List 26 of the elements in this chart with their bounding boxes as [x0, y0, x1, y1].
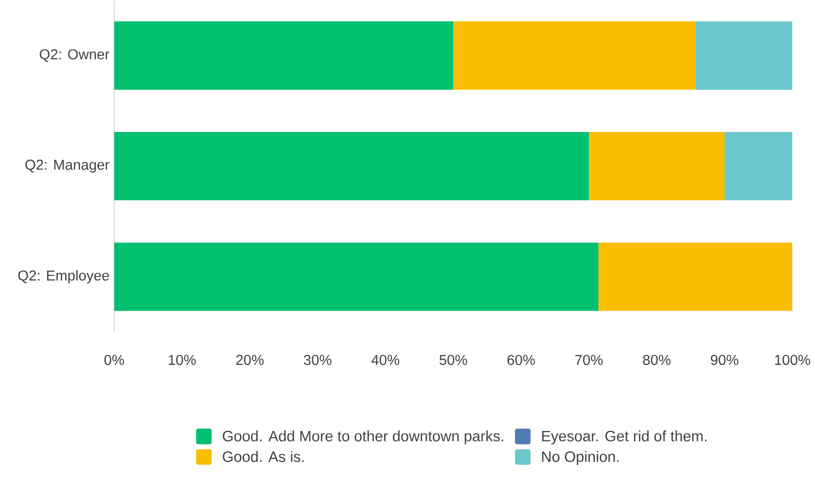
- x-tick-label: 90%: [710, 354, 738, 365]
- bar: [114, 242, 598, 311]
- x-tick-label: 10%: [168, 354, 196, 365]
- x-tick-label: 40%: [371, 354, 400, 365]
- bar: [598, 242, 792, 311]
- y-tick-label: Q2: Owner: [40, 49, 110, 62]
- legend-label: Good. As is.: [222, 450, 304, 462]
- x-tick-label: 30%: [304, 354, 332, 365]
- bar: [114, 132, 589, 200]
- bar: [453, 21, 696, 90]
- y-tick-label: Q2: Employee: [18, 270, 109, 284]
- bar: [695, 21, 792, 90]
- legend-label: Eyesoar. Get rid of them.: [542, 430, 706, 444]
- x-tick-label: 0%: [104, 354, 124, 365]
- x-tick-label: 20%: [236, 354, 264, 365]
- y-tick-label: Q2: Manager: [25, 160, 110, 172]
- x-tick-label: 50%: [440, 354, 468, 365]
- legend-label: No Opinion.: [542, 450, 619, 465]
- x-tick-label: 80%: [643, 354, 671, 365]
- x-tick-label: 70%: [575, 354, 603, 365]
- bar: [114, 21, 454, 90]
- x-tick-label: 60%: [508, 354, 535, 365]
- legend-label: Good. Add More to other downtown parks.: [222, 430, 504, 444]
- x-tick-label: 100%: [775, 354, 810, 365]
- bar: [588, 132, 725, 200]
- bar: [724, 132, 792, 200]
